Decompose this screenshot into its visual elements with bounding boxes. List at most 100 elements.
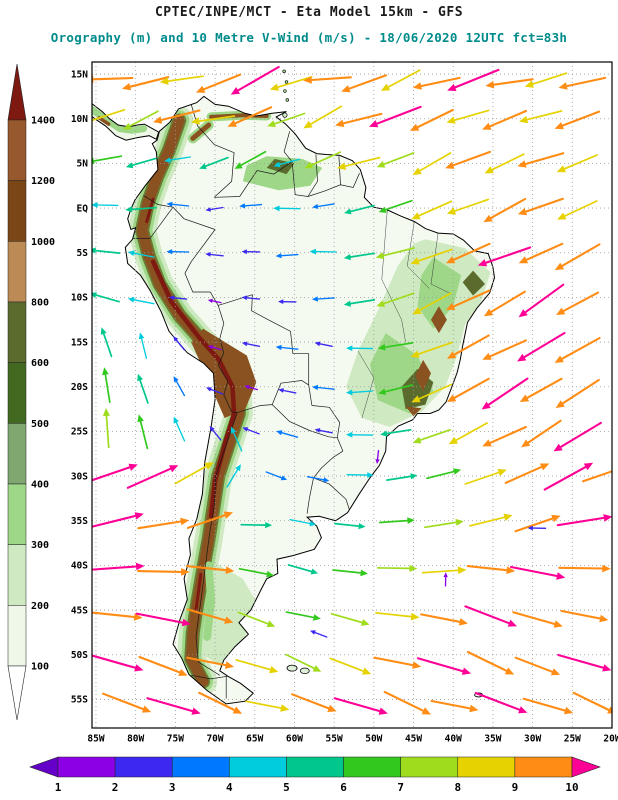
wind-arrow-head	[554, 262, 565, 271]
tick-label: 600	[31, 358, 49, 369]
wind-arrow-shaft	[133, 299, 155, 305]
wind-arrow-shaft	[382, 247, 415, 257]
wind-arrow-shaft	[420, 76, 461, 88]
wind-arrow-head	[555, 400, 565, 408]
wind-arrow-shaft	[92, 565, 138, 571]
wind-arrow-head	[409, 564, 418, 572]
wind-arrow-head	[138, 332, 145, 340]
coastline	[124, 95, 496, 705]
tick-label: 20W	[603, 734, 618, 745]
wind-arrow-head	[280, 704, 290, 712]
wind-arrow-shaft	[211, 346, 222, 351]
wind-arrow-shaft	[452, 242, 491, 261]
wind-arrow-shaft	[282, 389, 297, 394]
wind-arrow-head	[224, 661, 234, 669]
wind-arrow-shaft	[386, 428, 412, 435]
wind-arrow-head	[484, 166, 494, 174]
wind-arrow-head	[412, 307, 422, 315]
wind-arrow-shaft	[330, 612, 363, 624]
tick-label: 200	[31, 601, 49, 612]
wind-arrow-shaft	[139, 379, 149, 404]
wind-arrow-head	[303, 76, 312, 84]
wind-arrow-shaft	[524, 197, 564, 213]
wind-arrow-head	[267, 120, 276, 128]
graticule-grid	[92, 62, 612, 728]
antilles-island	[285, 98, 289, 102]
wind-arrow-head	[224, 616, 234, 624]
wind-arrow-shaft	[273, 112, 306, 125]
wind-arrow-head	[551, 514, 561, 523]
wind-arrow-shaft	[240, 150, 267, 167]
wind-arrow-head	[378, 388, 387, 395]
wind-arrow-head	[458, 618, 468, 626]
wind-arrow-head	[554, 355, 564, 363]
wind-arrow-shaft	[234, 106, 273, 125]
wind-arrow-shaft	[175, 380, 186, 397]
wind-arrow-head	[191, 707, 201, 715]
wind-arrow-shaft	[557, 653, 605, 669]
wind-arrow-shaft	[418, 383, 453, 400]
wind-arrow-shaft	[105, 415, 110, 449]
south-america-landmass	[125, 96, 495, 704]
wind-arrow-head	[275, 253, 282, 259]
wind-arrow-shaft	[489, 339, 527, 358]
wind-arrow-head	[483, 308, 494, 317]
tick-label: 5	[283, 781, 290, 794]
wind-arrow-head	[521, 439, 531, 448]
wind-arrow-head	[275, 344, 282, 351]
wind-arrow-head	[241, 341, 248, 347]
wind-arrow-head	[312, 203, 319, 209]
wind-arrow-head	[190, 117, 200, 125]
wind-arrow-head	[280, 475, 288, 481]
wind-arrow-head	[310, 630, 316, 635]
wind-arrow-head	[412, 167, 422, 175]
falkland-islands	[286, 664, 298, 672]
wind-arrow-head	[241, 295, 248, 301]
wind-arrow-head	[506, 566, 516, 574]
wind-arrow-head	[556, 572, 566, 580]
wind-arrow-shaft	[524, 152, 565, 166]
wind-arrow-head	[518, 256, 529, 264]
wind-arrow-shaft	[94, 249, 121, 254]
wind-arrow-head	[554, 122, 564, 130]
wind-arrow-head	[477, 259, 488, 267]
central-america-landmass	[92, 103, 159, 141]
wind-arrow-head	[361, 619, 370, 626]
wind-arrow-head	[314, 341, 321, 347]
wind-arrow-head	[583, 462, 594, 471]
wind-arrow-shaft	[464, 471, 500, 485]
wind-arrow-head	[92, 157, 95, 165]
wind-arrow-head	[497, 468, 507, 477]
wind-arrow-head	[204, 462, 214, 470]
tick-label: EQ	[77, 203, 89, 214]
wind-arrow-head	[607, 706, 612, 714]
wind-arrow-head	[278, 299, 284, 304]
wind-arrow-head	[227, 119, 237, 127]
tick-label: 6	[340, 781, 347, 794]
wind-arrow-head	[92, 202, 98, 208]
wind-arrow-shaft	[514, 517, 554, 533]
wind-arrow-shaft	[469, 516, 506, 527]
tick-label: 5S	[77, 248, 89, 259]
wind-arrow-shaft	[314, 631, 328, 638]
wind-arrow-shaft	[129, 76, 170, 88]
tick-label: 50S	[71, 650, 88, 661]
wind-arrow-head	[127, 250, 135, 256]
wind-arrow-head	[483, 214, 493, 223]
wind-arrow-shaft	[474, 691, 521, 711]
wind-arrow-shaft	[104, 373, 111, 403]
tick-label: 25S	[71, 427, 88, 438]
wind-arrow-shaft	[543, 465, 587, 491]
tick-label: 9	[512, 781, 519, 794]
wind-arrow-head	[125, 162, 134, 169]
wind-arrow-shaft	[420, 613, 461, 623]
wind-arrow-shaft	[487, 377, 529, 406]
tick-label: 10S	[71, 293, 88, 304]
wind-arrow-shaft	[453, 109, 490, 122]
wind-arrow-head	[412, 82, 422, 90]
wind-arrow-shaft	[244, 203, 263, 207]
wind-arrow-shaft	[524, 283, 565, 314]
map-frame	[91, 61, 613, 729]
tick-label: 80W	[127, 734, 144, 745]
